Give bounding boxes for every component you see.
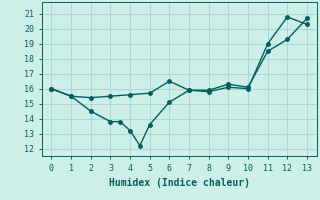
X-axis label: Humidex (Indice chaleur): Humidex (Indice chaleur): [109, 178, 250, 188]
